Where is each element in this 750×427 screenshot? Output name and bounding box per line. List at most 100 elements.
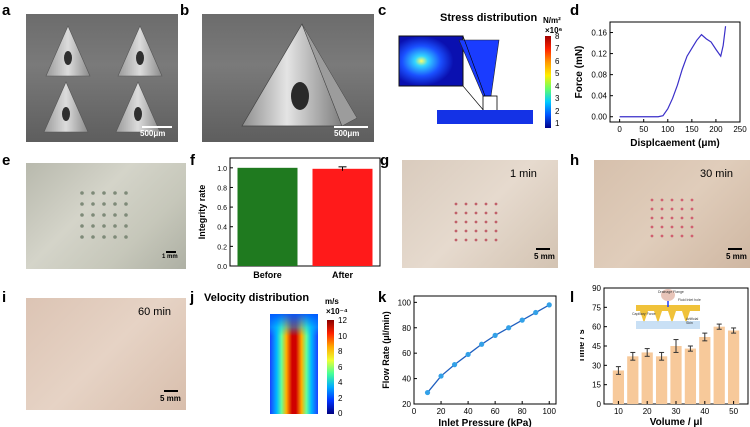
y-axis-label: Flow Rate (μl/min) xyxy=(381,311,391,389)
insertion-mark xyxy=(650,225,654,229)
colorbar-multiplier: ×10⁻⁴ xyxy=(326,307,348,316)
sem-image-single-microneedle: 500μm xyxy=(202,14,374,142)
insertion-mark xyxy=(690,198,694,202)
bar-before xyxy=(237,167,298,266)
bar xyxy=(684,348,697,404)
integrity-rate-chart: 0.0 0.2 0.4 0.6 0.8 1.0 Before After Integrity r… xyxy=(197,157,381,280)
y-axis-label: Integrity rate xyxy=(197,185,207,240)
plot-frame xyxy=(229,157,381,267)
x-axis-label: Volume / μl xyxy=(650,417,703,427)
y-tick-label: 0.08 xyxy=(591,71,607,80)
scale-bar-label: 5 mm xyxy=(726,252,747,261)
flow-rate-line xyxy=(427,304,550,393)
insertion-mark xyxy=(680,225,684,229)
panel-label-j: j xyxy=(190,289,195,306)
photo-skin-60-min: 60 min 5 mm xyxy=(26,298,186,410)
scale-bar-label: 500μm xyxy=(334,129,360,138)
colorbar-multiplier: ×10⁶ xyxy=(545,26,563,35)
x-tick-label: 60 xyxy=(491,407,500,416)
x-axis-label: Inlet Pressure (kPa) xyxy=(438,418,531,427)
time-label: 60 min xyxy=(138,306,172,318)
insertion-mark xyxy=(91,235,95,239)
insertion-mark xyxy=(474,238,478,242)
insertion-mark xyxy=(464,238,468,242)
insertion-marks xyxy=(650,198,694,238)
bar xyxy=(655,356,668,404)
x-tick-label: 50 xyxy=(729,407,738,416)
y-tick-label: 0.2 xyxy=(217,244,227,251)
insertion-mark xyxy=(484,229,488,233)
y-tick-label: 0 xyxy=(597,400,602,409)
insertion-mark xyxy=(474,211,478,215)
colorbar-tick: 6 xyxy=(555,56,560,66)
insertion-mark xyxy=(113,213,117,217)
velocity-colorbar-ticks: 12 10 8 6 4 2 0 xyxy=(338,316,352,418)
inset-label: Artificial Skin xyxy=(686,317,699,325)
scale-bar-label: 5 mm xyxy=(534,252,555,261)
x-tick-label: 40 xyxy=(700,407,709,416)
x-tick-label: 20 xyxy=(437,407,446,416)
x-axis-label: Displcaement (μm) xyxy=(630,138,719,149)
scale-bar-label: 1 mm xyxy=(162,254,178,260)
insertion-mark xyxy=(80,224,84,228)
insertion-mark xyxy=(124,202,128,206)
insertion-mark xyxy=(454,220,458,224)
x-tick-label: 100 xyxy=(543,407,557,416)
photo-skin-1-min: 1 min 5 mm xyxy=(402,160,558,268)
insertion-mark xyxy=(474,202,478,206)
insertion-mark xyxy=(91,191,95,195)
insertion-mark xyxy=(690,216,694,220)
data-point xyxy=(533,309,539,316)
insertion-mark xyxy=(124,235,128,239)
insertion-mark xyxy=(102,224,106,228)
colorbar-tick: 4 xyxy=(555,81,560,91)
x-tick-label: 10 xyxy=(614,407,623,416)
insertion-mark xyxy=(80,191,84,195)
insertion-mark xyxy=(670,234,674,238)
data-point xyxy=(519,317,525,323)
colorbar-tick: 3 xyxy=(555,94,560,104)
y-tick-label: 0.04 xyxy=(591,92,607,101)
insertion-mark xyxy=(494,211,498,215)
colorbar-tick: 12 xyxy=(338,316,347,325)
insertion-mark xyxy=(80,235,84,239)
inset-label: Fluid Inlet hole xyxy=(678,298,701,302)
x-tick-label: 30 xyxy=(672,407,681,416)
x-tick-label: 250 xyxy=(733,125,747,134)
bar-after xyxy=(312,168,373,266)
capillary-device-inset: Drainage Flange Capillary Force Fluid In… xyxy=(632,285,704,333)
panel-label-e: e xyxy=(2,152,11,169)
insertion-mark xyxy=(660,207,664,211)
x-tick-label: 100 xyxy=(661,125,675,134)
x-tick-label: 0 xyxy=(617,125,622,134)
insertion-mark xyxy=(494,229,498,233)
insertion-mark xyxy=(124,213,128,217)
x-tick-label: After xyxy=(332,270,353,280)
velocity-fem-channel xyxy=(270,314,318,414)
data-point xyxy=(546,302,552,308)
insertion-mark xyxy=(484,220,488,224)
x-tick-label: 200 xyxy=(709,125,723,134)
bar xyxy=(727,330,740,404)
fem-title: Velocity distribution xyxy=(204,292,310,304)
insertion-mark xyxy=(80,202,84,206)
plot-frame xyxy=(609,21,741,123)
x-tick-label: 40 xyxy=(464,407,473,416)
photo-skin-30-min: 30 min 5 mm xyxy=(594,160,750,268)
velocity-colorbar xyxy=(327,320,334,414)
insertion-marks xyxy=(80,191,128,239)
colorbar-unit: m/s xyxy=(325,297,339,306)
insertion-mark xyxy=(670,216,674,220)
insertion-mark xyxy=(464,211,468,215)
colorbar-tick: 2 xyxy=(555,106,560,116)
insertion-mark xyxy=(102,191,106,195)
data-point xyxy=(451,362,458,368)
y-tick-label: 60 xyxy=(402,349,411,358)
colorbar-tick: 1 xyxy=(555,118,560,128)
y-tick-label: 0.16 xyxy=(591,29,607,38)
y-tick-label: 75 xyxy=(592,303,601,312)
insertion-mark xyxy=(690,225,694,229)
panel-label-k: k xyxy=(378,289,387,306)
stress-colorbar xyxy=(545,36,551,128)
